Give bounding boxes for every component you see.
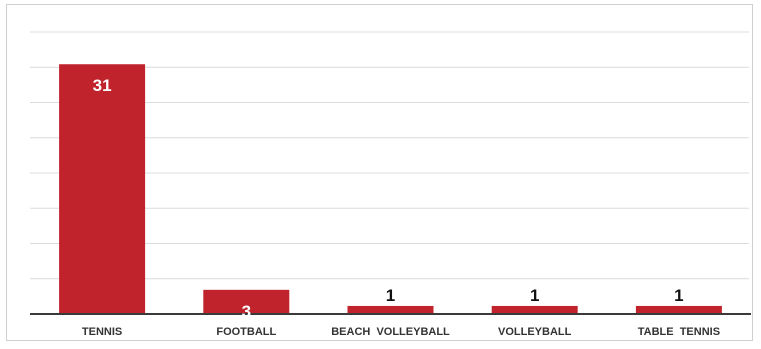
category-label: BEACH VOLLEYBALL — [331, 326, 450, 338]
bar — [203, 289, 290, 314]
category-label: TENNIS — [82, 326, 122, 338]
category-label: FOOTBALL — [216, 326, 276, 338]
bar — [491, 305, 578, 314]
value-label: 1 — [386, 286, 395, 305]
bar — [347, 305, 434, 314]
category-label: TABLE TENNIS — [638, 326, 720, 338]
value-label: 3 — [242, 302, 251, 321]
gridlines — [30, 31, 749, 280]
value-label: 31 — [93, 76, 112, 95]
value-label: 1 — [674, 286, 683, 305]
bars — [59, 64, 722, 314]
category-label: VOLLEYBALL — [498, 326, 572, 338]
value-label: 1 — [530, 286, 539, 305]
bar — [635, 305, 722, 314]
category-labels: TENNIS FOOTBALL BEACH VOLLEYBALL VOLLEYBALL… — [82, 326, 720, 338]
bar — [59, 64, 146, 314]
